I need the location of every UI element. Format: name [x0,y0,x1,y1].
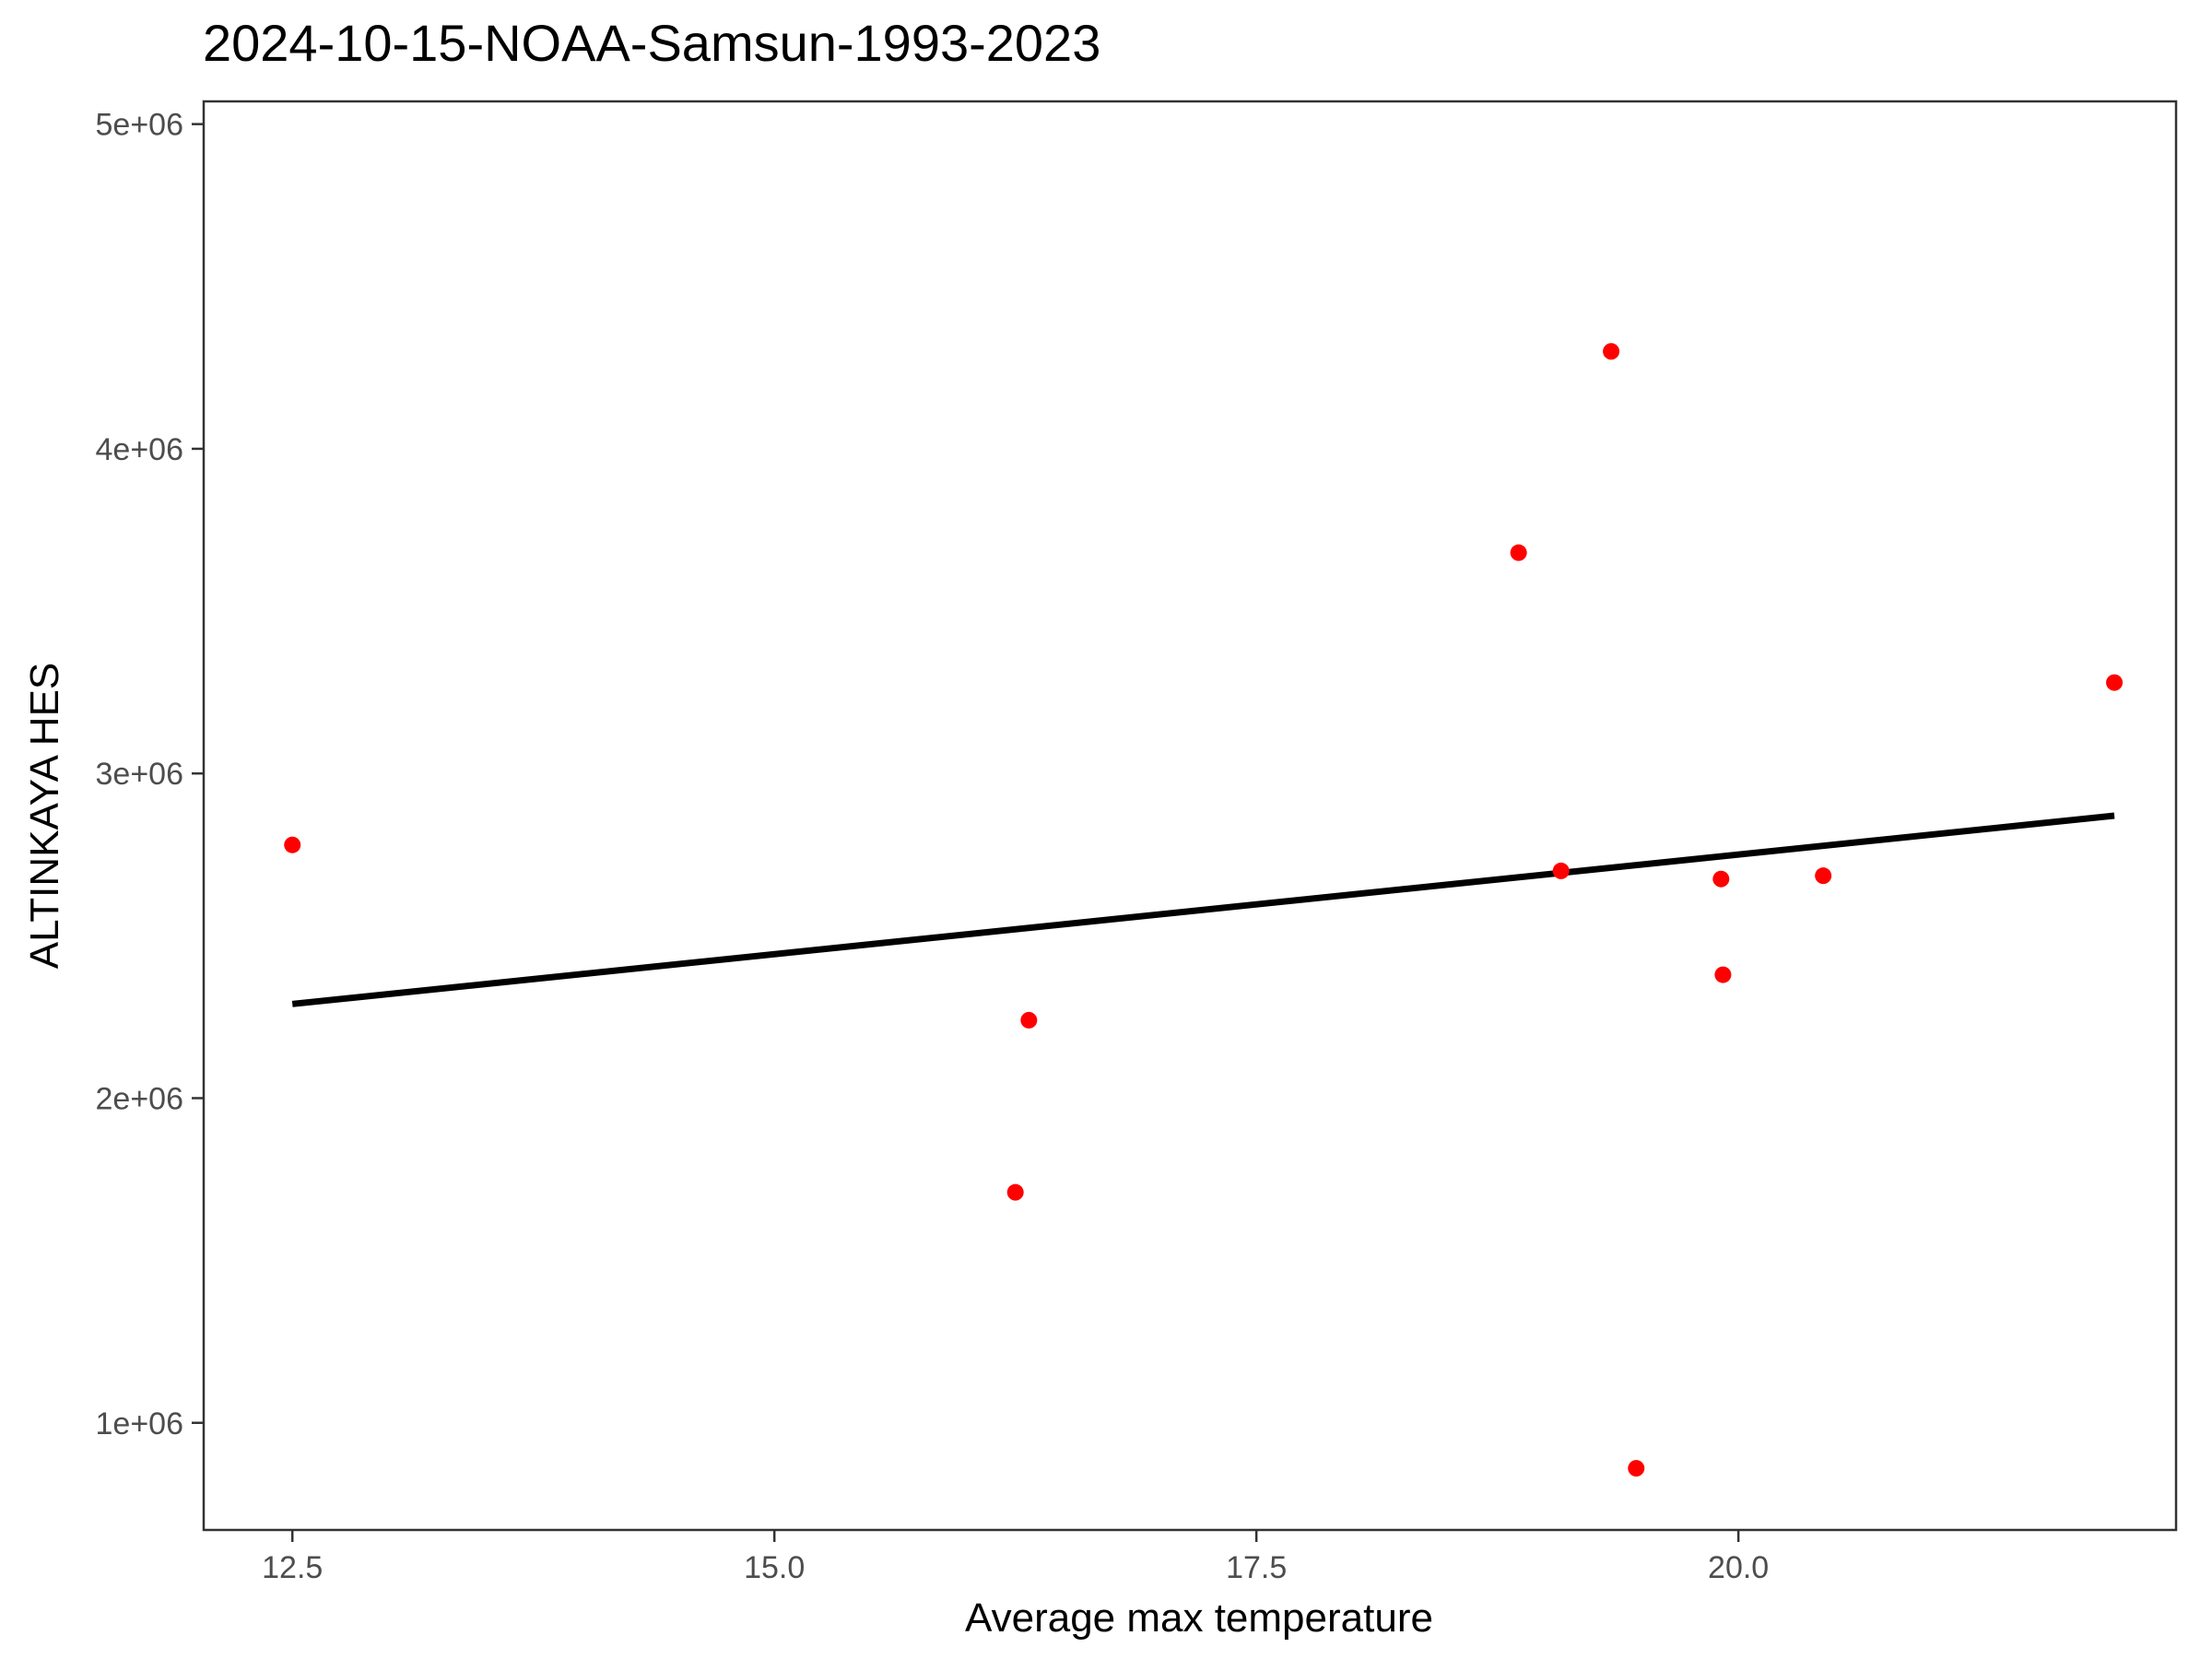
y-tick-label: 3e+06 [96,757,184,792]
x-tick-label: 17.5 [1226,1550,1287,1585]
plot-panel-border [202,100,2178,1532]
data-points [284,343,2124,1477]
x-tick-label: 20.0 [1708,1550,1769,1585]
y-tick-label: 2e+06 [96,1081,184,1116]
data-point [2106,674,2124,691]
data-point [1712,870,1730,888]
trend-line [291,812,2115,1007]
x-axis-title: Average max temperature [965,1595,1433,1641]
data-point [1714,966,1732,983]
data-point [1815,867,1832,885]
y-tick-label: 4e+06 [96,432,184,467]
data-point [1628,1460,1645,1477]
chart-title: 2024-10-15-NOAA-Samsun-1993-2023 [203,14,1100,72]
data-point [284,836,301,853]
data-point [1020,1011,1038,1029]
data-point [1603,343,1620,360]
y-axis: 1e+06 2e+06 3e+06 4e+06 5e+06 [96,108,204,1441]
x-tick-label: 12.5 [262,1550,323,1585]
x-axis: 12.5 15.0 17.5 20.0 [262,1530,1769,1585]
data-point [1552,862,1570,879]
data-point [1510,544,1527,561]
trend-line-group [291,812,2115,1007]
y-tick-label: 1e+06 [96,1406,184,1441]
y-tick-label: 5e+06 [96,108,184,143]
y-axis-title: ALTINKAYA HES [22,663,67,970]
x-tick-label: 15.0 [744,1550,805,1585]
data-point [1006,1183,1024,1201]
